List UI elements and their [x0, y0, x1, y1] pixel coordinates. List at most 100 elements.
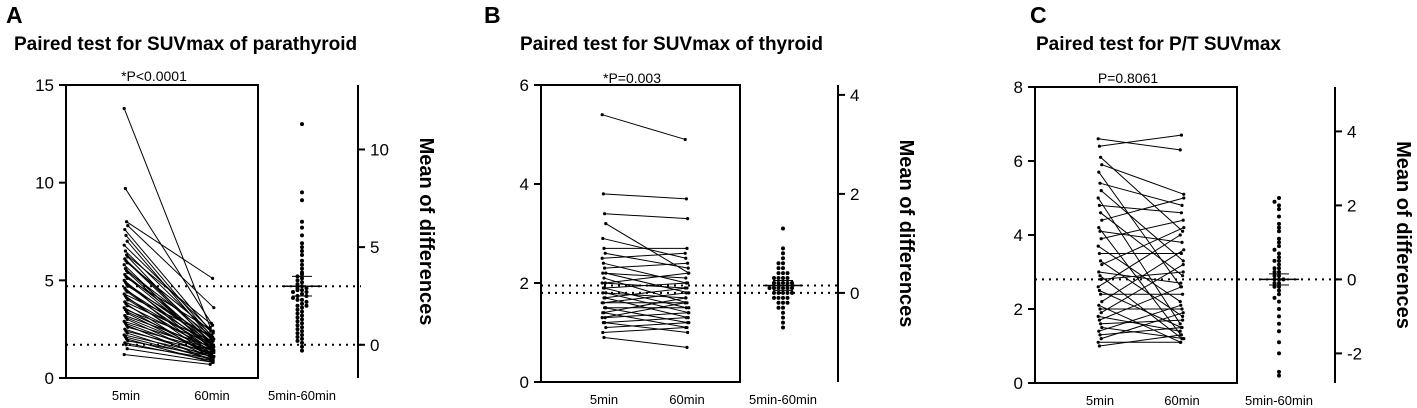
difference-point — [785, 276, 790, 281]
point-60min — [683, 137, 687, 142]
difference-point — [1277, 307, 1281, 311]
point-5min — [123, 186, 127, 191]
difference-point — [300, 258, 304, 263]
point-60min — [1178, 322, 1182, 326]
pair-line — [602, 252, 686, 259]
panel-letter-c: C — [1030, 2, 1047, 28]
point-5min — [1098, 229, 1102, 233]
point-60min — [1181, 292, 1185, 296]
point-5min — [600, 256, 604, 260]
chart-c: 0 2 4 6 8 -2 0 2 4 5min 60min 5min-60min P=0.8061 Mea… — [1014, 70, 1414, 408]
difference-point — [776, 305, 781, 310]
y-tick-label-left: 10 — [35, 174, 54, 193]
y-tick-label-left: 4 — [520, 175, 529, 194]
point-60min — [212, 337, 216, 341]
point-60min — [687, 321, 691, 325]
pair-line — [1099, 134, 1182, 147]
pair-line — [1099, 204, 1182, 214]
point-5min — [122, 352, 126, 357]
pair-line — [1099, 230, 1183, 243]
point-5min — [123, 227, 127, 232]
difference-point — [295, 323, 300, 328]
point-5min — [1100, 218, 1104, 222]
chart-title-c: Paired test for P/T SUVmax — [1036, 34, 1281, 55]
difference-point — [776, 295, 781, 300]
difference-point — [790, 290, 794, 295]
point-60min — [684, 291, 688, 295]
point-5min — [603, 266, 607, 270]
pair-line — [1098, 138, 1181, 151]
y-tick-label-left: 6 — [1014, 152, 1023, 171]
y-tick-label-right: 0 — [370, 336, 379, 355]
category-label: 5min-60min — [268, 388, 336, 403]
point-60min — [686, 281, 690, 285]
point-60min — [1181, 218, 1185, 222]
difference-point — [785, 295, 790, 300]
point-60min — [1182, 248, 1186, 252]
point-60min — [1179, 133, 1183, 137]
chart-title-b: Paired test for SUVmax of thyroid — [520, 34, 824, 55]
pair-line — [603, 277, 688, 304]
pair-line — [125, 281, 212, 344]
y-tick-label-left: 0 — [1014, 374, 1023, 393]
pair-line — [126, 277, 214, 332]
difference-point — [1277, 299, 1281, 304]
point-60min — [1181, 318, 1185, 322]
point-60min — [1179, 251, 1183, 256]
point-60min — [684, 316, 688, 320]
difference-point — [772, 281, 776, 285]
point-60min — [208, 333, 212, 337]
pair-line — [127, 326, 214, 352]
difference-point — [300, 348, 304, 353]
difference-point — [1277, 203, 1281, 208]
point-5min — [603, 251, 607, 255]
category-label: 5min — [590, 392, 618, 407]
pair-line — [1100, 212, 1183, 277]
pair-line — [1101, 312, 1184, 340]
point-60min — [1182, 192, 1186, 196]
difference-point — [300, 233, 304, 238]
difference-point — [767, 285, 772, 290]
category-label: 5min — [1086, 393, 1114, 408]
difference-point — [300, 241, 304, 246]
difference-point — [300, 262, 304, 267]
pair-line — [605, 312, 689, 319]
point-5min — [602, 246, 606, 250]
difference-point — [1277, 369, 1281, 374]
difference-point — [781, 315, 785, 320]
difference-point — [300, 249, 304, 254]
difference-point — [1277, 244, 1281, 249]
difference-point — [295, 303, 300, 308]
point-60min — [684, 256, 688, 260]
difference-point — [781, 276, 785, 281]
difference-point — [785, 300, 790, 305]
point-5min — [601, 236, 605, 241]
point-5min — [1097, 251, 1101, 256]
point-60min — [212, 306, 216, 310]
point-60min — [685, 345, 689, 349]
point-5min — [125, 261, 129, 265]
point-60min — [687, 306, 691, 310]
difference-point — [300, 301, 304, 306]
y-tick-label-right: 4 — [850, 86, 859, 105]
difference-point — [300, 329, 304, 334]
pair-line — [604, 322, 688, 333]
point-60min — [683, 301, 687, 305]
point-60min — [686, 311, 690, 315]
point-5min — [601, 192, 605, 196]
point-5min — [1097, 344, 1101, 348]
difference-point — [300, 336, 304, 341]
difference-point — [1277, 225, 1281, 230]
pair-line — [124, 328, 211, 357]
difference-point — [776, 290, 781, 295]
y-tick-label-right: 5 — [370, 238, 379, 257]
difference-point — [1272, 284, 1277, 289]
difference-point — [295, 319, 300, 324]
point-5min — [603, 286, 607, 290]
point-5min — [126, 298, 130, 302]
point-5min — [604, 222, 608, 226]
point-60min — [1182, 337, 1186, 341]
difference-point — [772, 290, 776, 295]
difference-point — [781, 261, 785, 266]
pair-line — [1098, 171, 1182, 288]
